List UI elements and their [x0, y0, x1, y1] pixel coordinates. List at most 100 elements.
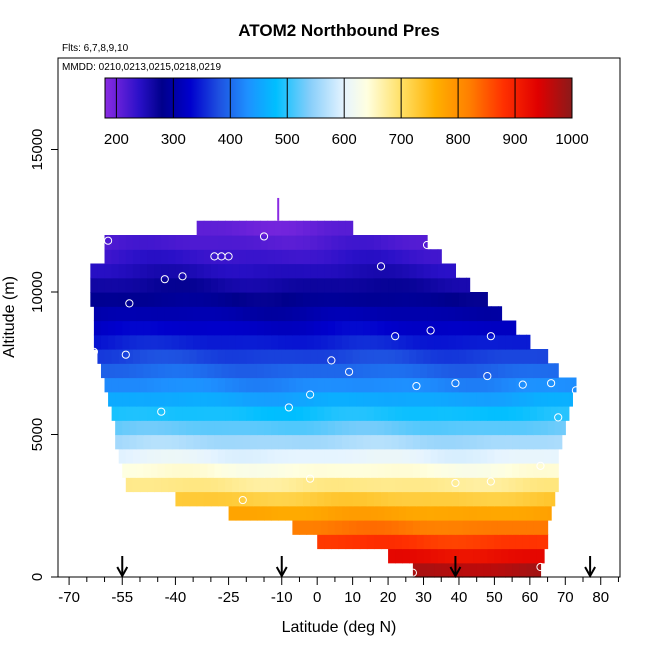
heatmap-cell	[377, 391, 386, 407]
heatmap-cell	[402, 491, 410, 507]
heatmap-cell	[193, 391, 201, 407]
heatmap-cell	[207, 306, 216, 322]
heatmap-cell	[186, 420, 194, 436]
heatmap-cell	[256, 420, 265, 436]
heatmap-cell	[430, 249, 439, 265]
heatmap-cell	[377, 463, 386, 478]
heatmap-cell	[370, 420, 379, 436]
heatmap-cell	[512, 320, 517, 336]
obs-point-26	[160, 275, 169, 284]
heatmap-cell	[476, 505, 485, 521]
heatmap-cell	[324, 277, 332, 293]
heatmap-cell	[210, 406, 219, 421]
heatmap-cell	[324, 406, 332, 421]
heatmap-cell	[497, 334, 506, 350]
heatmap-cell	[444, 448, 453, 464]
heatmap-cell	[143, 391, 152, 407]
heatmap-cell	[483, 363, 492, 379]
heatmap-cell	[533, 562, 542, 578]
heatmap-cell	[380, 448, 389, 464]
heatmap-cell	[295, 491, 304, 507]
heatmap-cell	[462, 520, 471, 535]
heatmap-cell	[154, 349, 162, 364]
heatmap-cell	[568, 391, 573, 407]
heatmap-cell	[366, 292, 375, 307]
heatmap-cell	[508, 491, 517, 507]
heatmap-cell	[469, 562, 478, 578]
heatmap-cell	[395, 548, 403, 564]
heatmap-cell	[458, 377, 467, 393]
heatmap-cell	[529, 534, 538, 550]
heatmap-cell	[533, 505, 542, 521]
y-tick-label-15000: 15000	[29, 129, 46, 171]
heatmap-cell	[317, 448, 325, 464]
heatmap-cell	[324, 534, 332, 550]
heatmap-cell	[529, 448, 538, 464]
heatmap-cell	[324, 220, 332, 236]
heatmap-cell	[402, 292, 410, 307]
heatmap-cell	[327, 320, 336, 336]
obs-point-15	[571, 386, 581, 395]
heatmap-cell	[203, 249, 212, 265]
heatmap-cell	[292, 320, 301, 336]
heatmap-cell	[232, 277, 240, 293]
heatmap-cell	[455, 391, 464, 407]
heatmap-cell	[405, 306, 414, 322]
heatmap-cell	[193, 434, 201, 450]
heatmap-cell	[380, 277, 389, 293]
heatmap-cell	[388, 277, 396, 293]
heatmap-cell	[278, 320, 286, 336]
heatmap-cell	[483, 434, 492, 450]
obs-point-8	[284, 403, 293, 412]
obs-point-32	[259, 232, 269, 241]
heatmap-cell	[203, 220, 212, 236]
heatmap-cell	[150, 320, 159, 336]
colorbar-tick-label-400: 400	[218, 131, 243, 148]
heatmap-cell	[200, 420, 208, 436]
obs-point-31	[224, 252, 233, 261]
heatmap-cell	[310, 377, 318, 393]
heatmap-cell	[483, 463, 492, 478]
heatmap-cell	[299, 320, 308, 336]
heatmap-cell	[483, 334, 492, 350]
heatmap-cell	[118, 448, 127, 464]
heatmap-cell	[232, 448, 240, 464]
heatmap-cell	[164, 391, 173, 407]
heatmap-cell	[402, 235, 410, 250]
heatmap-cell	[200, 391, 208, 407]
heatmap-cell	[147, 377, 155, 393]
heatmap-cell	[342, 420, 350, 436]
heatmap-cell	[501, 548, 510, 564]
heatmap-cell	[451, 406, 460, 421]
heatmap-cell	[366, 349, 375, 364]
heatmap-cell	[168, 292, 177, 307]
x-tick-label-70: 70	[557, 589, 574, 606]
heatmap-cell	[384, 434, 393, 450]
heatmap-cell	[342, 334, 350, 350]
heatmap-cell	[327, 363, 336, 379]
heatmap-cell	[324, 263, 332, 279]
heatmap-cell	[391, 306, 400, 322]
heatmap-cell	[391, 420, 400, 436]
heatmap-cell	[448, 463, 457, 478]
heatmap-cell	[175, 406, 184, 421]
heatmap-cell	[331, 292, 340, 307]
heatmap-cell	[256, 334, 265, 350]
heatmap-cell	[388, 448, 396, 464]
heatmap-cell	[274, 349, 283, 364]
heatmap-cell	[483, 420, 492, 436]
heatmap-cell	[320, 320, 329, 336]
heatmap-cell	[111, 263, 120, 279]
heatmap-cell	[419, 420, 428, 436]
heatmap-cell	[186, 306, 194, 322]
heatmap-cell	[338, 349, 347, 364]
heatmap-cell	[547, 463, 556, 478]
heatmap-cell	[536, 406, 545, 421]
heatmap-cell	[455, 363, 464, 379]
heatmap-cell	[324, 377, 332, 393]
heatmap-cell	[398, 434, 407, 450]
heatmap-cell	[168, 263, 177, 279]
heatmap-cell	[366, 377, 375, 393]
heatmap-cell	[547, 434, 556, 450]
heatmap-cell	[136, 363, 145, 379]
